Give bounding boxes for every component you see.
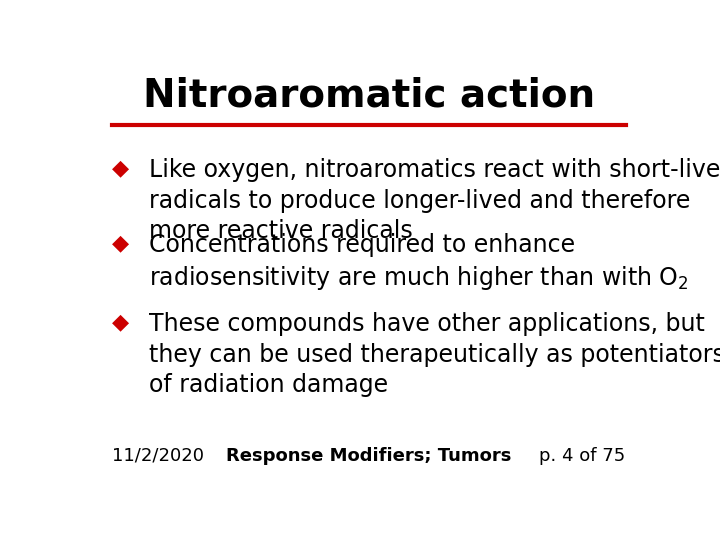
Text: Like oxygen, nitroaromatics react with short-lived: Like oxygen, nitroaromatics react with s… — [148, 158, 720, 183]
Text: radiosensitivity are much higher than with O$_2$: radiosensitivity are much higher than wi… — [148, 264, 688, 292]
Text: Nitroaromatic action: Nitroaromatic action — [143, 77, 595, 115]
Text: more reactive radicals: more reactive radicals — [148, 219, 413, 243]
Text: These compounds have other applications, but: These compounds have other applications,… — [148, 312, 704, 336]
Text: of radiation damage: of radiation damage — [148, 373, 387, 397]
Text: they can be used therapeutically as potentiators: they can be used therapeutically as pote… — [148, 342, 720, 367]
Text: Response Modifiers; Tumors: Response Modifiers; Tumors — [226, 447, 512, 465]
Text: p. 4 of 75: p. 4 of 75 — [539, 447, 626, 465]
Text: ◆: ◆ — [112, 312, 130, 332]
Text: Concentrations required to enhance: Concentrations required to enhance — [148, 233, 575, 257]
Text: 11/2/2020: 11/2/2020 — [112, 447, 204, 465]
Text: ◆: ◆ — [112, 233, 130, 253]
Text: ◆: ◆ — [112, 158, 130, 178]
Text: radicals to produce longer-lived and therefore: radicals to produce longer-lived and the… — [148, 188, 690, 213]
